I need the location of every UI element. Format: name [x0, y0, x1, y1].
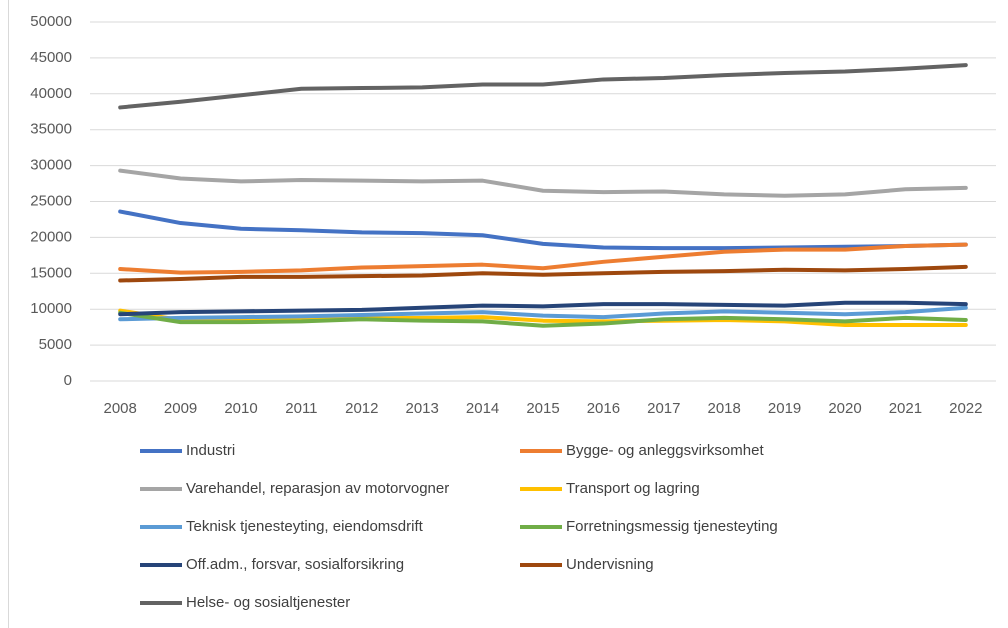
series-line	[118, 310, 968, 328]
legend: Industri Bygge- og anleggsvirksomhet Vareh…	[140, 442, 778, 611]
x-tick-label: 2019	[768, 400, 801, 417]
y-tick-label: 30000	[30, 157, 72, 174]
x-tick-label: 2009	[164, 400, 197, 417]
y-tick-label: 40000	[30, 85, 72, 102]
x-tick-label: 2017	[647, 400, 680, 417]
series-line	[118, 242, 968, 275]
y-tick-label: 35000	[30, 121, 72, 138]
x-tick-label: 2013	[406, 400, 439, 417]
y-tick-label: 10000	[30, 300, 72, 317]
y-tick-label: 45000	[30, 49, 72, 66]
legend-label: Undervisning	[566, 556, 654, 573]
y-tick-label: 15000	[30, 264, 72, 281]
x-tick-label: 2011	[285, 400, 317, 417]
y-tick-label: 50000	[30, 13, 72, 30]
y-tick-label: 5000	[39, 336, 72, 353]
series-line	[118, 63, 968, 110]
series-line	[118, 308, 968, 327]
legend-label: Forretningsmessig tjenesteyting	[566, 518, 778, 535]
legend-label: Industri	[186, 442, 235, 459]
x-tick-label: 2015	[526, 400, 559, 417]
legend-label: Off.adm., forsvar, sosialforsikring	[186, 556, 404, 573]
legend-label: Transport og lagring	[566, 480, 700, 497]
x-tick-label: 2018	[708, 400, 741, 417]
x-tick-label: 2012	[345, 400, 378, 417]
x-tick-label: 2020	[828, 400, 861, 417]
legend-label: Helse- og sosialtjenester	[186, 594, 350, 611]
y-tick-label: 20000	[30, 228, 72, 245]
legend-label: Bygge- og anleggsvirksomhet	[566, 442, 764, 459]
series-line	[118, 300, 968, 317]
x-tick-label: 2008	[104, 400, 137, 417]
legend-label: Varehandel, reparasjon av motorvogner	[186, 480, 449, 497]
x-tick-label: 2021	[889, 400, 922, 417]
y-tick-label: 0	[64, 372, 72, 389]
legend-label: Teknisk tjenesteyting, eiendomsdrift	[186, 518, 424, 535]
series-line	[118, 305, 968, 322]
series-line	[118, 168, 968, 198]
series-line	[118, 209, 968, 251]
x-tick-label: 2010	[224, 400, 257, 417]
x-tick-label: 2014	[466, 400, 499, 417]
y-tick-label: 25000	[30, 192, 72, 209]
series-line	[118, 264, 968, 283]
x-tick-label: 2016	[587, 400, 620, 417]
x-tick-label: 2022	[949, 400, 982, 417]
